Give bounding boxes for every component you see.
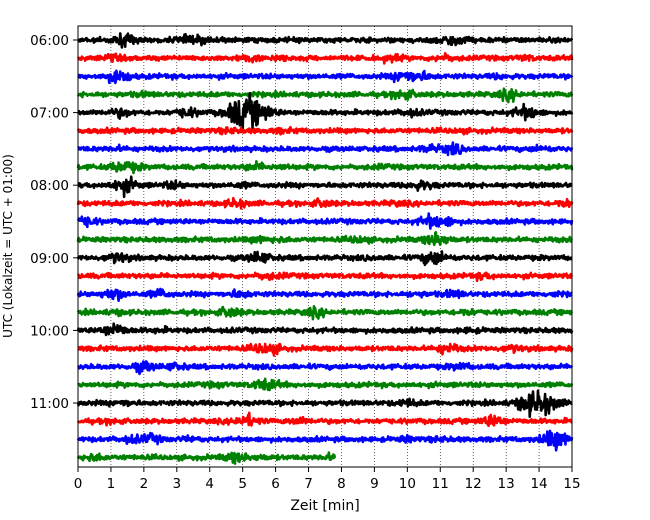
x-tick-label: 9 [370,476,379,492]
x-tick-label: 0 [74,476,83,492]
trace-group [76,32,574,466]
trace-line [77,32,574,49]
x-tick-label: 10 [399,476,416,492]
x-tick-label: 15 [563,476,580,492]
x-tick-label: 6 [271,476,280,492]
x-axis: 0 1 2 3 4 5 6 7 8 9 10 11 12 13 14 15 [74,467,581,492]
trace-line [76,51,574,65]
trace-line [76,322,574,337]
trace-line [76,212,574,230]
y-tick-label: 11:00 [30,396,69,412]
trace-line [76,87,574,104]
x-tick-label: 3 [173,476,182,492]
trace-line [77,271,574,283]
y-tick-label: 07:00 [30,106,69,122]
trace-line [76,305,574,321]
x-tick-label: 4 [205,476,214,492]
y-tick-label: 09:00 [30,251,69,267]
trace-line [77,342,574,357]
trace-line [76,250,573,267]
x-tick-label: 8 [337,476,346,492]
trace-line [76,411,573,428]
trace-line [76,451,337,466]
x-tick-label: 11 [432,476,449,492]
trace-line [76,389,573,419]
x-tick-label: 7 [304,476,313,492]
x-axis-label: Zeit [min] [290,498,359,514]
x-tick-label: 13 [498,476,515,492]
x-tick-label: 14 [530,476,547,492]
trace-line [76,360,574,376]
x-tick-label: 12 [465,476,482,492]
y-axis: 06:00 07:00 08:00 09:00 10:00 11:00 [30,33,78,412]
y-axis-label: UTC (Lokalzeit = UTC + 01:00) [1,154,15,338]
trace-line [77,69,574,85]
x-tick-label: 5 [238,476,247,492]
trace-line [76,91,574,132]
trace-line [76,159,574,175]
plot-frame [77,25,573,468]
trace-line [76,429,574,452]
x-tick-label: 1 [107,476,116,492]
trace-line [76,287,573,303]
trace-line [77,175,573,199]
trace-line [76,196,574,210]
x-tick-label: 2 [140,476,149,492]
y-tick-label: 08:00 [30,178,69,194]
y-tick-label: 06:00 [30,33,69,49]
trace-line [77,377,574,392]
trace-line [76,125,574,136]
trace-line [77,141,574,157]
trace-line [76,231,573,247]
y-tick-label: 10:00 [30,323,69,339]
